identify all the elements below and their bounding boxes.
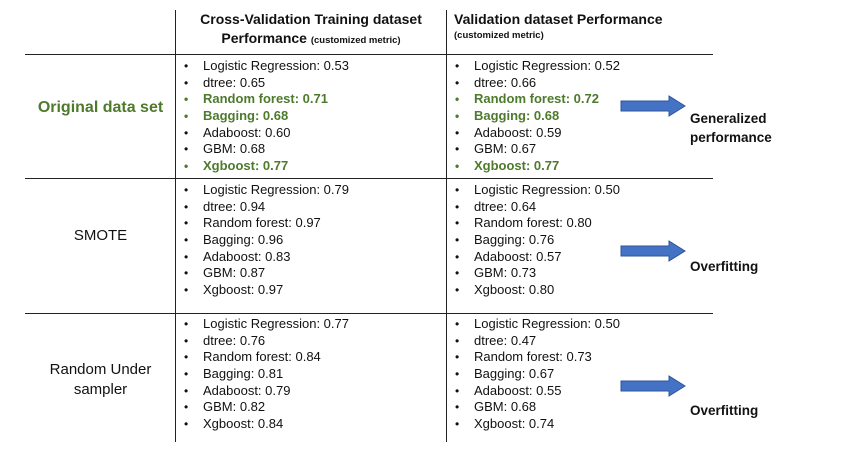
metric-item: Xgboost: 0.77 [452,158,620,175]
row-label-random-under-sampler: Random Under sampler [28,360,173,400]
arrow-right-icon [620,95,686,117]
metric-item: Bagging: 0.68 [181,108,349,125]
outcome-under-sampler-overfitting: Overfitting [690,403,759,418]
train-header-title: Cross-Validation Training dataset [200,11,422,27]
metric-item: GBM: 0.68 [181,141,349,158]
metric-item: Random forest: 0.97 [181,215,349,232]
metric-item: Adaboost: 0.59 [452,125,620,142]
arrow-right-icon [620,375,686,397]
validation-header-metric-note: (customized metric) [454,30,544,41]
row-divider-2 [25,313,713,314]
metric-item: Random forest: 0.84 [181,349,349,366]
metric-item: dtree: 0.47 [452,333,620,350]
validation-list-smote: Logistic Regression: 0.50dtree: 0.64Rand… [452,182,620,299]
metric-item: Bagging: 0.68 [452,108,620,125]
metric-item: Random forest: 0.80 [452,215,620,232]
metric-item: Logistic Regression: 0.50 [452,316,620,333]
row-divider-1 [25,178,713,179]
metric-item: Xgboost: 0.80 [452,282,620,299]
metric-item: Random forest: 0.71 [181,91,349,108]
outcome-line2: performance [690,130,772,145]
header-divider [25,54,713,55]
train-list-random-under-sampler: Logistic Regression: 0.77dtree: 0.76Rand… [181,316,349,433]
outcome-generalized-performance: Generalized performance [690,109,772,147]
metric-item: GBM: 0.68 [452,399,620,416]
metric-item: dtree: 0.64 [452,199,620,216]
metric-item: GBM: 0.67 [452,141,620,158]
metric-item: GBM: 0.82 [181,399,349,416]
train-column-header: Cross-Validation Training dataset Perfor… [180,10,442,50]
validation-list-random-under-sampler: Logistic Regression: 0.50dtree: 0.47Rand… [452,316,620,433]
metric-item: Logistic Regression: 0.77 [181,316,349,333]
row-label-line1: Random Under [49,361,152,378]
metric-item: Logistic Regression: 0.53 [181,58,349,75]
metric-item: Xgboost: 0.77 [181,158,349,175]
column-divider-middle [446,10,447,442]
metric-item: dtree: 0.65 [181,75,349,92]
arrow-right-icon [620,240,686,262]
metric-item: Logistic Regression: 0.79 [181,182,349,199]
metric-item: GBM: 0.73 [452,265,620,282]
outcome-line1: Generalized [690,111,767,126]
train-list-smote: Logistic Regression: 0.79dtree: 0.94Rand… [181,182,349,299]
metric-item: GBM: 0.87 [181,265,349,282]
metric-item: Bagging: 0.76 [452,232,620,249]
outcome-smote-overfitting: Overfitting [690,259,759,274]
row-label-line2: sampler [73,381,128,398]
metric-item: Adaboost: 0.57 [452,249,620,266]
train-header-metric-note: (customized metric) [310,35,401,46]
metric-item: Xgboost: 0.97 [181,282,349,299]
metric-item: Logistic Regression: 0.52 [452,58,620,75]
metric-item: dtree: 0.76 [181,333,349,350]
metric-item: Xgboost: 0.74 [452,416,620,433]
validation-list-original: Logistic Regression: 0.52dtree: 0.66Rand… [452,58,620,175]
metric-item: Bagging: 0.67 [452,366,620,383]
validation-header-title: Validation dataset Performance [454,11,663,27]
metric-item: Adaboost: 0.83 [181,249,349,266]
train-list-original: Logistic Regression: 0.53dtree: 0.65Rand… [181,58,349,175]
metric-item: Random forest: 0.72 [452,91,620,108]
validation-column-header: Validation dataset Performance (customiz… [454,10,714,43]
train-header-subtitle: Performance (customized metric) [221,30,401,46]
metric-item: Bagging: 0.96 [181,232,349,249]
metric-item: Adaboost: 0.55 [452,383,620,400]
metric-item: Xgboost: 0.84 [181,416,349,433]
row-label-smote: SMOTE [73,227,128,244]
metric-item: Adaboost: 0.79 [181,383,349,400]
metric-item: Bagging: 0.81 [181,366,349,383]
column-divider-left [175,10,176,442]
row-label-original: Original data set [37,99,164,116]
metric-item: Random forest: 0.73 [452,349,620,366]
metric-item: Adaboost: 0.60 [181,125,349,142]
metric-item: Logistic Regression: 0.50 [452,182,620,199]
metric-item: dtree: 0.66 [452,75,620,92]
metric-item: dtree: 0.94 [181,199,349,216]
